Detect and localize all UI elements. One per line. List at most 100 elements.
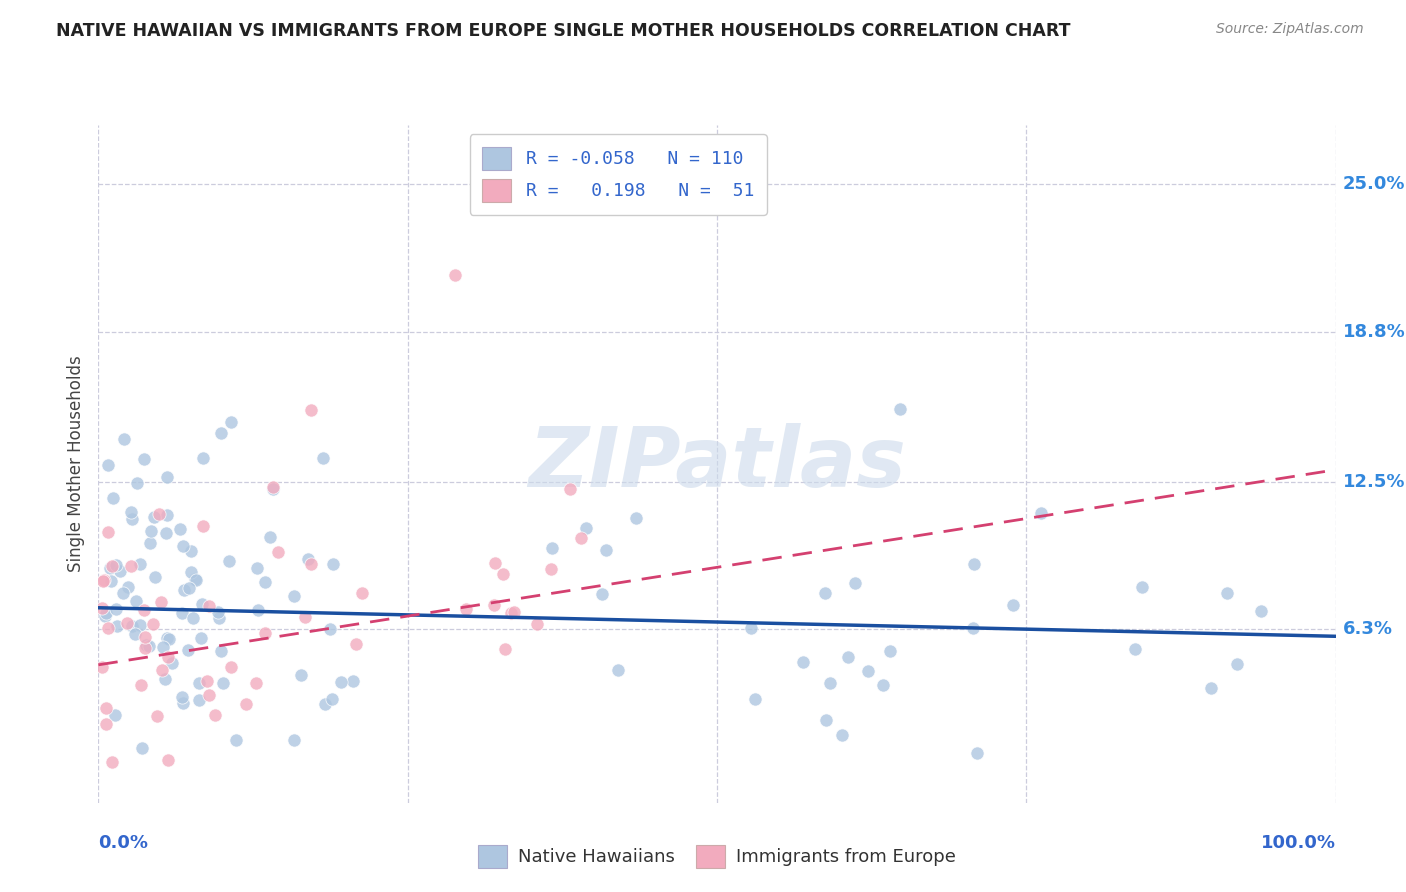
Point: [225, 733, 247, 747]
Point: [1123, 642, 1146, 657]
Point: [322, 557, 344, 571]
Point: [143, 570, 166, 584]
Point: [129, 678, 152, 692]
Point: [105, 558, 128, 572]
Point: [191, 450, 214, 465]
Point: [1130, 580, 1153, 594]
Point: [218, 554, 240, 568]
Point: [105, 618, 128, 632]
Point: [207, 605, 229, 619]
Point: [245, 676, 267, 690]
Point: [120, 505, 142, 519]
Point: [856, 664, 879, 678]
Point: [350, 586, 373, 600]
Text: 18.8%: 18.8%: [1343, 323, 1406, 341]
Point: [179, 581, 201, 595]
Point: [101, 559, 124, 574]
Point: [299, 403, 322, 417]
Point: [740, 621, 762, 635]
Point: [112, 432, 135, 446]
Point: [176, 642, 198, 657]
Point: [312, 450, 335, 465]
Point: [187, 693, 209, 707]
Point: [97, 458, 120, 472]
Point: [744, 691, 766, 706]
Point: [254, 625, 277, 640]
Point: [297, 552, 319, 566]
Point: [262, 480, 284, 494]
Y-axis label: Single Mother Households: Single Mother Households: [67, 356, 86, 572]
Point: [127, 475, 149, 490]
Point: [290, 668, 312, 682]
Point: [299, 557, 322, 571]
Point: [173, 583, 195, 598]
Point: [172, 696, 194, 710]
Point: [155, 525, 177, 540]
Point: [141, 524, 163, 539]
Point: [526, 617, 548, 632]
Point: [844, 576, 866, 591]
Point: [91, 574, 114, 588]
Point: [443, 268, 465, 282]
Point: [1199, 681, 1222, 695]
Point: [157, 632, 180, 646]
Point: [246, 603, 269, 617]
Point: [262, 482, 284, 496]
Legend: Native Hawaiians, Immigrants from Europe: Native Hawaiians, Immigrants from Europe: [471, 838, 963, 875]
Point: [879, 644, 901, 658]
Text: 12.5%: 12.5%: [1343, 473, 1405, 491]
Point: [294, 609, 316, 624]
Text: 100.0%: 100.0%: [1261, 834, 1336, 852]
Text: ZIPatlas: ZIPatlas: [529, 424, 905, 504]
Point: [283, 589, 305, 603]
Point: [792, 656, 814, 670]
Point: [190, 631, 212, 645]
Text: NATIVE HAWAIIAN VS IMMIGRANTS FROM EUROPE SINGLE MOTHER HOUSEHOLDS CORRELATION C: NATIVE HAWAIIAN VS IMMIGRANTS FROM EUROP…: [56, 22, 1071, 40]
Point: [813, 586, 835, 600]
Point: [198, 688, 221, 702]
Point: [494, 642, 516, 657]
Point: [142, 509, 165, 524]
Point: [100, 574, 122, 589]
Text: 25.0%: 25.0%: [1343, 176, 1405, 194]
Point: [148, 508, 170, 522]
Point: [156, 470, 179, 484]
Point: [121, 619, 143, 633]
Point: [96, 716, 118, 731]
Point: [591, 587, 613, 601]
Point: [97, 524, 120, 539]
Point: [540, 562, 562, 576]
Point: [170, 607, 193, 621]
Point: [156, 632, 179, 646]
Point: [103, 491, 125, 506]
Point: [321, 691, 343, 706]
Point: [254, 575, 277, 590]
Point: [1216, 586, 1239, 600]
Point: [219, 659, 242, 673]
Point: [569, 531, 592, 545]
Point: [93, 608, 115, 623]
Point: [100, 755, 122, 769]
Point: [558, 483, 581, 497]
Point: [129, 617, 152, 632]
Point: [962, 621, 984, 635]
Point: [169, 522, 191, 536]
Point: [1226, 657, 1249, 672]
Point: [131, 740, 153, 755]
Point: [170, 690, 193, 705]
Point: [484, 557, 506, 571]
Point: [889, 402, 911, 417]
Point: [139, 535, 162, 549]
Point: [456, 602, 478, 616]
Point: [132, 452, 155, 467]
Point: [138, 639, 160, 653]
Point: [502, 606, 524, 620]
Point: [219, 416, 242, 430]
Point: [152, 640, 174, 655]
Point: [149, 595, 172, 609]
Point: [157, 753, 180, 767]
Point: [121, 512, 143, 526]
Point: [541, 541, 564, 555]
Point: [155, 672, 177, 686]
Point: [575, 521, 598, 535]
